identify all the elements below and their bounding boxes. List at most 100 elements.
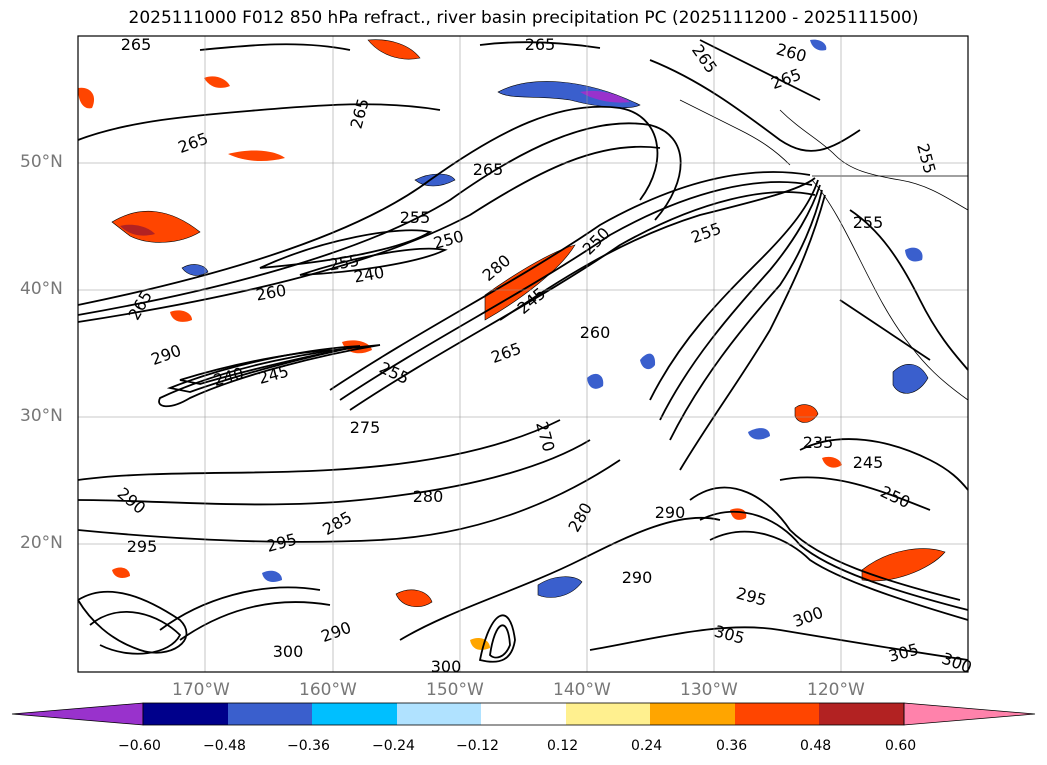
precip-patch-17 [640,353,656,370]
contour-line [499,177,816,321]
contour-line [589,626,969,661]
contour-label: 300 [273,642,304,661]
lon-label-160w: 160°W [299,680,357,700]
precip-patch-10 [537,576,583,598]
precip-patch-22 [810,39,827,51]
contour-label: 295 [734,584,768,610]
colorbar-tick-label: 0.24 [631,738,663,754]
contour-label: 270 [532,419,558,453]
map-frame [77,35,969,673]
contour-label: 290 [114,484,150,518]
contour-label: 290 [655,503,686,522]
lon-label-170w: 170°W [172,680,230,700]
lon-label-150w: 150°W [426,680,484,700]
precip-patch-13 [78,87,95,109]
colorbar-tick-label: −0.12 [456,738,499,754]
contour-line [839,299,931,361]
contour-line [89,611,182,655]
contour-line [489,624,511,659]
contour-label: 290 [622,568,653,587]
colorbar-tick-label: −0.24 [372,738,415,754]
refractivity-contours [77,39,969,663]
precip-patch-16 [822,456,842,468]
coastline [779,109,969,211]
colorbar-tick-label: −0.60 [118,738,161,754]
contour-label: 305 [886,640,920,666]
contour-line [77,145,661,323]
contour-label: 260 [580,323,611,342]
precip-patch-11 [794,404,819,423]
colorbar-tick-label: −0.36 [287,738,330,754]
graticule [78,36,968,672]
contour-label: 250 [877,482,913,512]
colorbar-segment [481,703,566,725]
contour-line [77,439,591,506]
contour-label: 265 [121,35,152,54]
colorbar-segment [650,703,735,725]
precip-patch-18 [587,373,604,389]
contour-line [159,586,321,631]
colorbar-extend-low [11,702,144,726]
colorbar-tick-label: −0.48 [203,738,246,754]
precip-patch-3 [111,211,201,243]
colorbar-tick-label: 0.12 [547,738,579,754]
contour-line [659,184,821,421]
precip-patch-14 [228,150,285,162]
colorbar-segment [566,703,650,725]
contour-line [77,419,561,481]
colorbar-tick-label: 0.48 [800,738,832,754]
contour-line [649,179,819,401]
precip-patch-27 [905,247,923,262]
contour-label: 240 [352,263,385,287]
contour-line [699,511,969,611]
contour-line [166,345,361,393]
lon-label-140w: 140°W [553,680,611,700]
contour-line [77,459,621,543]
contour-label: 240 [211,364,245,390]
contour-label: 260 [774,40,808,66]
contour-line [709,530,969,621]
contour-line [349,191,816,411]
contour-label: 280 [413,487,444,506]
colorbar-segment [819,703,904,725]
contour-label: 265 [489,339,524,367]
contour-label: 300 [791,603,826,631]
precip-patch-1 [497,81,641,109]
contour-label: 265 [176,129,211,157]
contour-line [699,39,821,101]
contour-label: 290 [149,341,184,369]
precip-patch-21 [170,310,192,322]
precip-patch-5 [367,39,421,60]
contour-line [399,516,721,641]
lat-label-40n: 40°N [20,279,63,299]
contour-line [77,590,188,654]
coastlines [679,99,969,401]
lat-label-30n: 30°N [20,406,63,426]
precip-patch-19 [748,428,770,440]
precip-patch-12 [395,589,433,607]
contour-label: 255 [689,219,724,247]
contour-label: 235 [803,433,834,452]
colorbar-segment [397,703,481,725]
contour-label: 245 [256,362,290,388]
colorbar-segment [143,703,228,725]
lat-label-50n: 50°N [20,152,63,172]
contour-label: 255 [376,358,412,388]
coastline [679,99,791,166]
colorbar-segment [312,703,397,725]
contour-label: 290 [319,618,354,646]
contour-line [77,103,441,141]
coastline [811,179,969,401]
contour-label: 245 [853,453,884,472]
contour-label: 265 [124,287,156,323]
lat-label-20n: 20°N [20,533,63,553]
contour-label: 255 [853,213,884,232]
colorbar-tick-label: 0.36 [716,738,748,754]
precip-patch-9 [861,548,946,582]
precip-patch-23 [112,567,130,578]
contour-label: 305 [712,622,746,648]
contour-line [199,43,351,51]
contour-line [179,601,331,641]
colorbar-outline [142,702,905,726]
